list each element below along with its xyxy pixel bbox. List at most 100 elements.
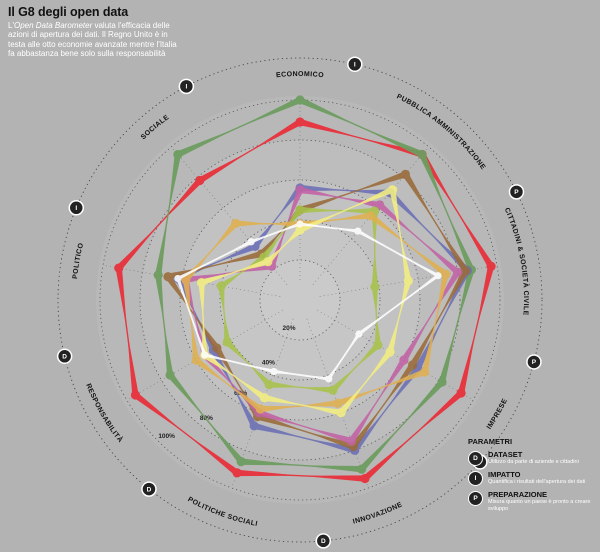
series bbox=[181, 211, 451, 414]
series-line bbox=[299, 99, 423, 156]
series-line bbox=[118, 180, 201, 269]
series-line bbox=[299, 187, 391, 194]
series-line bbox=[379, 204, 459, 273]
series-edge bbox=[457, 265, 495, 394]
series-line bbox=[421, 154, 473, 271]
legend-badge-d: D bbox=[468, 451, 483, 466]
axis-label: INNOVAZIONE bbox=[352, 501, 403, 525]
series-point bbox=[231, 218, 241, 228]
legend-text: DATASET Utilizzo da parte di aziende e c… bbox=[488, 450, 579, 466]
series-point bbox=[163, 272, 173, 282]
legend-badge-p: P bbox=[468, 491, 483, 506]
series-line bbox=[299, 209, 375, 212]
svg-text:P: P bbox=[532, 359, 537, 366]
series-edge bbox=[182, 279, 200, 361]
chart-headline: Il G8 degli open data L'Open Data Barome… bbox=[8, 5, 183, 59]
chart-subtitle: L'Open Data Barometer valuta l'efficacia… bbox=[8, 21, 183, 59]
series-line bbox=[185, 265, 272, 281]
series-edge bbox=[260, 400, 338, 413]
series-edge bbox=[298, 97, 424, 158]
series-point bbox=[216, 281, 226, 291]
series-edge bbox=[240, 458, 362, 473]
ring-outline bbox=[139, 139, 461, 461]
series-point bbox=[355, 330, 363, 338]
series-point bbox=[232, 468, 242, 478]
series-point bbox=[201, 351, 209, 359]
series-edge bbox=[258, 409, 353, 445]
series-line bbox=[199, 121, 301, 182]
series-line bbox=[273, 370, 329, 380]
series-line bbox=[157, 154, 179, 276]
legend-item-title: PREPARAZIONE bbox=[488, 490, 548, 499]
series-edge bbox=[218, 285, 231, 343]
legend-item-title: IMPATTO bbox=[488, 470, 521, 479]
subtitle-emphasis: Open Data Barometer bbox=[13, 21, 93, 30]
legend-text: PREPARAZIONE Misura quanto un paese è pr… bbox=[488, 490, 598, 512]
series-edge bbox=[371, 211, 379, 287]
series-line bbox=[417, 270, 469, 369]
series-point bbox=[417, 149, 427, 160]
svg-text:D: D bbox=[147, 486, 152, 493]
axis-label: POLITICO bbox=[72, 242, 85, 279]
series-line bbox=[327, 333, 360, 380]
svg-text:I: I bbox=[354, 62, 356, 69]
series-point bbox=[420, 367, 430, 377]
series-edge bbox=[263, 394, 342, 416]
series-point bbox=[441, 269, 451, 279]
legend-title: PARAMETRI bbox=[468, 437, 513, 446]
series-point bbox=[366, 211, 376, 221]
series-line bbox=[299, 173, 406, 211]
series-line bbox=[411, 270, 467, 366]
svg-text:I: I bbox=[185, 84, 187, 91]
series-line bbox=[167, 276, 218, 349]
series-line bbox=[118, 267, 137, 396]
series bbox=[114, 117, 496, 484]
series-line bbox=[237, 472, 366, 480]
series-point bbox=[373, 340, 383, 350]
series-point bbox=[196, 278, 207, 288]
series-point bbox=[486, 261, 496, 271]
series-edge bbox=[371, 286, 382, 346]
chart-background bbox=[96, 96, 504, 504]
axis-badge: D bbox=[141, 481, 157, 497]
series-point bbox=[247, 238, 255, 246]
ring-outline bbox=[259, 259, 341, 341]
series-line bbox=[389, 192, 468, 271]
series-point bbox=[114, 263, 124, 273]
series-point bbox=[407, 360, 418, 370]
chart-series bbox=[114, 95, 496, 484]
legend-item-desc: Utilizzo da parte di aziende e cittadini bbox=[488, 459, 579, 465]
ring-outline bbox=[219, 219, 381, 381]
series-point bbox=[403, 276, 413, 286]
series-line bbox=[421, 154, 492, 267]
legend-item-dataset: D DATASET Utilizzo da parte di aziende e… bbox=[468, 450, 598, 466]
series-point bbox=[375, 200, 385, 210]
series-point bbox=[400, 169, 411, 179]
series-line bbox=[200, 282, 206, 356]
series-line bbox=[299, 121, 423, 156]
series-point bbox=[259, 393, 270, 403]
series-point bbox=[153, 270, 163, 280]
series-point bbox=[295, 95, 305, 105]
series-point bbox=[174, 274, 182, 283]
axis-label: CITTADINI & SOCIETÀ CIVILE bbox=[503, 207, 531, 316]
ring-label: 40% bbox=[262, 360, 275, 367]
axis-label: ECONOMICO bbox=[276, 71, 325, 79]
series-edge bbox=[299, 118, 423, 158]
series-point bbox=[264, 379, 274, 390]
svg-text:D: D bbox=[62, 354, 67, 361]
ring-label: 100% bbox=[158, 433, 175, 440]
axis-badge: D bbox=[56, 348, 73, 365]
series-point bbox=[385, 347, 395, 357]
chart-title: Il G8 degli open data bbox=[8, 5, 129, 19]
ring-outline bbox=[179, 179, 421, 421]
series-point bbox=[295, 117, 305, 127]
legend-text: IMPATTO Quantifica i risultati dell'aper… bbox=[488, 470, 585, 486]
series-line bbox=[201, 261, 269, 284]
series-line bbox=[250, 223, 301, 243]
ring-label: 80% bbox=[200, 415, 213, 422]
series-edge bbox=[155, 274, 174, 376]
series-point bbox=[399, 355, 409, 365]
series-point bbox=[130, 390, 141, 400]
